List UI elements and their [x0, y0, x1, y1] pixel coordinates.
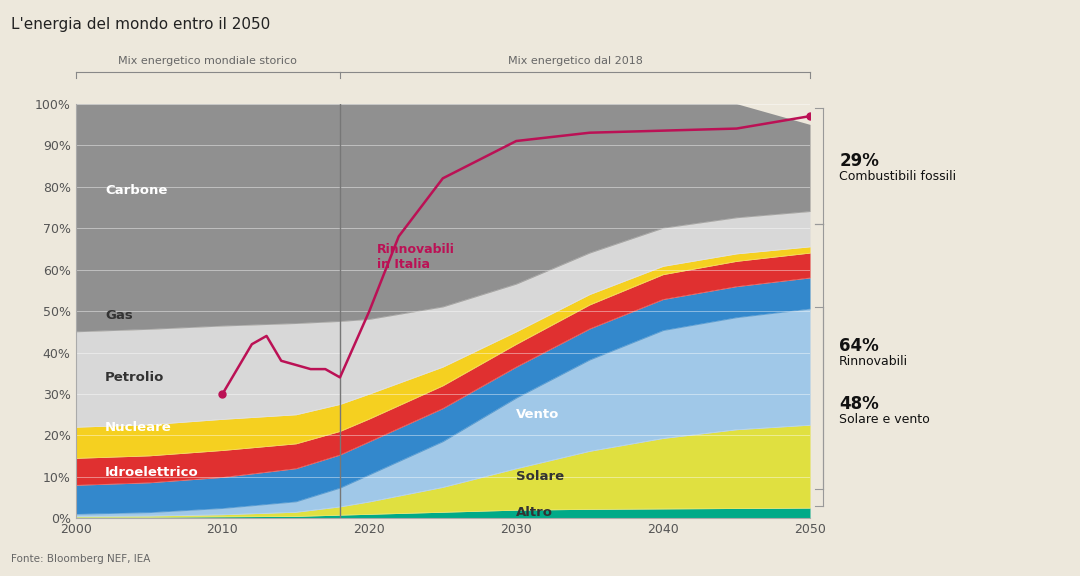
Text: 48%: 48%	[839, 395, 879, 412]
Text: Vento: Vento	[516, 408, 559, 421]
Text: Petrolio: Petrolio	[105, 371, 164, 384]
Text: L'energia del mondo entro il 2050: L'energia del mondo entro il 2050	[11, 17, 270, 32]
Text: Solare e vento: Solare e vento	[839, 413, 930, 426]
Text: Combustibili fossili: Combustibili fossili	[839, 170, 956, 183]
Text: Fonte: Bloomberg NEF, IEA: Fonte: Bloomberg NEF, IEA	[11, 555, 150, 564]
Text: Mix energetico dal 2018: Mix energetico dal 2018	[508, 56, 643, 66]
Text: Nucleare: Nucleare	[105, 420, 172, 434]
Text: 29%: 29%	[839, 152, 879, 170]
Text: 64%: 64%	[839, 336, 879, 355]
Text: Rinnovabili
in Italia: Rinnovabili in Italia	[377, 243, 455, 271]
Text: Solare: Solare	[516, 471, 565, 483]
Text: Gas: Gas	[105, 309, 133, 321]
Text: Altro: Altro	[516, 506, 553, 518]
Text: Carbone: Carbone	[105, 184, 167, 197]
Text: Idroelettrico: Idroelettrico	[105, 467, 199, 479]
Text: Rinnovabili: Rinnovabili	[839, 355, 908, 367]
Text: Mix energetico mondiale storico: Mix energetico mondiale storico	[119, 56, 297, 66]
